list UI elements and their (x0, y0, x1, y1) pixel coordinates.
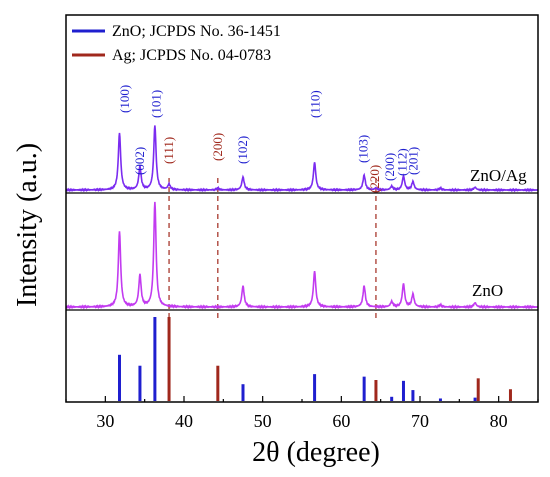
peak-label: (110) (307, 90, 322, 118)
x-tick-label: 70 (411, 411, 429, 431)
peak-label: (200) (210, 133, 225, 161)
peak-label: (111) (161, 137, 176, 164)
x-tick-label: 30 (96, 411, 114, 431)
x-tick-label: 80 (490, 411, 508, 431)
series-annotation: ZnO (472, 281, 503, 300)
peak-label: (112) (395, 148, 410, 176)
peak-label: (101) (148, 90, 163, 118)
peak-label: (200) (382, 153, 397, 181)
peak-label: (002) (132, 147, 147, 175)
legend-label: Ag; JCPDS No. 04-0783 (112, 47, 271, 64)
peak-label: (220) (367, 165, 382, 193)
x-axis-label: 2θ (degree) (252, 437, 380, 468)
peak-label: (102) (235, 136, 250, 164)
peak-label: (103) (355, 135, 370, 163)
series-annotation: ZnO/Ag (470, 166, 527, 185)
x-tick-label: 40 (175, 411, 193, 431)
peak-label: (100) (117, 85, 132, 113)
series-line (65, 201, 539, 310)
y-axis-label: Intensity (a.u.) (12, 143, 43, 307)
series-line (65, 125, 539, 193)
legend-label: ZnO; JCPDS No. 36-1451 (112, 23, 281, 40)
peak-label: (201) (406, 147, 421, 175)
x-tick-label: 60 (332, 411, 350, 431)
x-tick-label: 50 (254, 411, 272, 431)
plot-frame (65, 14, 539, 403)
